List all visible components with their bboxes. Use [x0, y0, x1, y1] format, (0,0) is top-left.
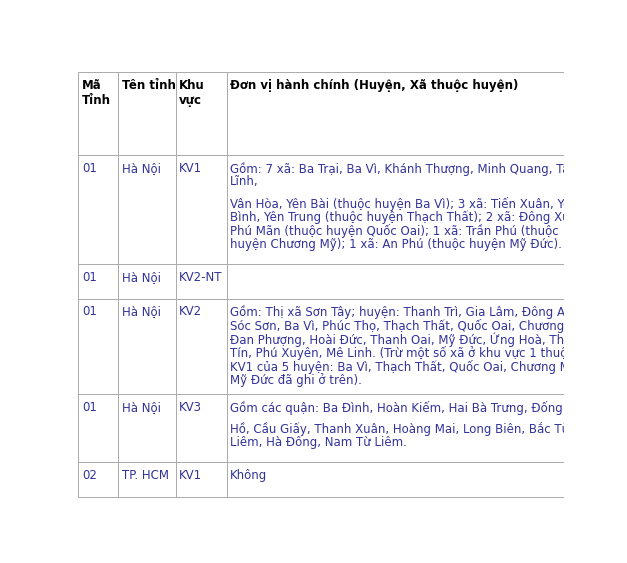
Text: KV3: KV3 [179, 401, 202, 414]
Text: 02: 02 [82, 469, 97, 482]
Bar [226, 462, 564, 497]
Text: 01: 01 [82, 401, 97, 414]
Bar [176, 155, 226, 263]
Text: Mã
Tỉnh: Mã Tỉnh [82, 79, 111, 107]
Bar [78, 155, 119, 263]
Bar [226, 72, 564, 155]
Text: Không: Không [230, 469, 267, 482]
Text: TP. HCM: TP. HCM [122, 469, 169, 482]
Bar [119, 72, 176, 155]
Bar [119, 298, 176, 394]
Text: Hà Nội: Hà Nội [122, 401, 161, 414]
Bar [176, 394, 226, 462]
Text: 01: 01 [82, 306, 97, 319]
Text: Phú Mãn (thuộc huyện Quốc Oai); 1 xã: Trần Phú (thuộc: Phú Mãn (thuộc huyện Quốc Oai); 1 xã: Tr… [230, 224, 559, 238]
Text: KV1 của 5 huyện: Ba Vì, Thạch Thất, Quốc Oai, Chương Mỹ,: KV1 của 5 huyện: Ba Vì, Thạch Thất, Quốc… [230, 360, 581, 374]
Text: Đan Phượng, Hoài Đức, Thanh Oai, Mỹ Đức, Ứng Hoà, Thường: Đan Phượng, Hoài Đức, Thanh Oai, Mỹ Đức,… [230, 333, 594, 347]
Text: Sóc Sơn, Ba Vì, Phúc Thọ, Thạch Thất, Quốc Oai, Chương Mỹ,: Sóc Sơn, Ba Vì, Phúc Thọ, Thạch Thất, Qu… [230, 319, 589, 333]
Bar [119, 263, 176, 298]
Text: Tín, Phú Xuyên, Mê Linh. (Trừ một số xã ở khu vực 1 thuộc: Tín, Phú Xuyên, Mê Linh. (Trừ một số xã … [230, 346, 574, 360]
Text: Bình, Yên Trung (thuộc huyện Thạch Thất); 2 xã: Đông Xuân,: Bình, Yên Trung (thuộc huyện Thạch Thất)… [230, 211, 588, 224]
Bar [226, 394, 564, 462]
Text: KV1: KV1 [179, 469, 202, 482]
Bar [78, 263, 119, 298]
Bar [176, 72, 226, 155]
Text: Lĩnh,: Lĩnh, [230, 176, 258, 189]
Text: 01: 01 [82, 271, 97, 284]
Text: Gồm: Thị xã Sơn Tây; huyện: Thanh Trì, Gia Lâm, Đông Anh,: Gồm: Thị xã Sơn Tây; huyện: Thanh Trì, G… [230, 306, 584, 319]
Bar [176, 462, 226, 497]
Bar [226, 298, 564, 394]
Bar [78, 72, 119, 155]
Text: KV2-NT: KV2-NT [179, 271, 223, 284]
Text: Khu
vực: Khu vực [179, 79, 204, 107]
Text: Tên tỉnh: Tên tỉnh [122, 79, 176, 92]
Text: Mỹ Đức đã ghi ở trên).: Mỹ Đức đã ghi ở trên). [230, 373, 362, 387]
Bar [78, 298, 119, 394]
Text: Hà Nội: Hà Nội [122, 271, 161, 284]
Bar [119, 155, 176, 263]
Text: Hà Nội: Hà Nội [122, 162, 161, 175]
Bar [176, 298, 226, 394]
Text: Vân Hòa, Yên Bài (thuộc huyện Ba Vì); 3 xã: Tiến Xuân, Yên: Vân Hòa, Yên Bài (thuộc huyện Ba Vì); 3 … [230, 197, 578, 211]
Text: Hồ, Cầu Giấy, Thanh Xuân, Hoàng Mai, Long Biên, Bắc Từ: Hồ, Cầu Giấy, Thanh Xuân, Hoàng Mai, Lon… [230, 422, 569, 436]
Text: KV2: KV2 [179, 306, 202, 319]
Bar [226, 263, 564, 298]
Text: Gồm các quận: Ba Đình, Hoàn Kiếm, Hai Bà Trưng, Đống Đa, Tây: Gồm các quận: Ba Đình, Hoàn Kiếm, Hai Bà… [230, 401, 611, 415]
Text: huyện Chương Mỹ); 1 xã: An Phú (thuộc huyện Mỹ Đức).: huyện Chương Mỹ); 1 xã: An Phú (thuộc hu… [230, 238, 562, 251]
Text: 01: 01 [82, 162, 97, 175]
Text: Đơn vị hành chính (Huyện, Xã thuộc huyện): Đơn vị hành chính (Huyện, Xã thuộc huyện… [230, 79, 519, 92]
Bar [226, 155, 564, 263]
Bar [78, 462, 119, 497]
Bar [176, 263, 226, 298]
Bar [78, 394, 119, 462]
Text: Gồm: 7 xã: Ba Trại, Ba Vì, Khánh Thượng, Minh Quang, Tân: Gồm: 7 xã: Ba Trại, Ba Vì, Khánh Thượng,… [230, 162, 577, 176]
Text: Hà Nội: Hà Nội [122, 306, 161, 319]
Bar [119, 394, 176, 462]
Text: Liêm, Hà Đông, Nam Từ Liêm.: Liêm, Hà Đông, Nam Từ Liêm. [230, 436, 407, 449]
Bar [119, 462, 176, 497]
Text: KV1: KV1 [179, 162, 202, 175]
